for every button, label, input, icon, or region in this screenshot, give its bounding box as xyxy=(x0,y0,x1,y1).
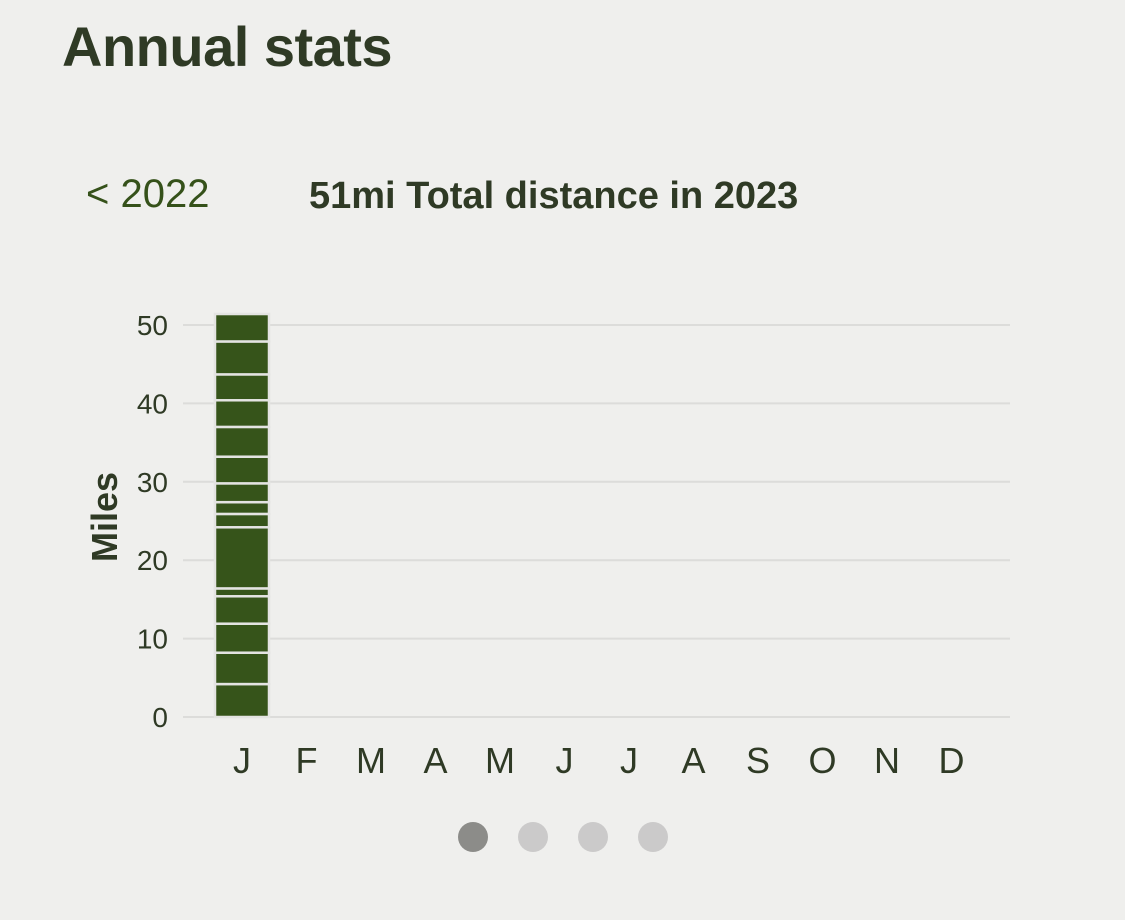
y-tick-label: 0 xyxy=(152,702,168,733)
x-tick-label: J xyxy=(233,740,251,781)
x-tick-label: M xyxy=(356,740,386,781)
page-dot-2[interactable] xyxy=(518,822,548,852)
page-dot-3[interactable] xyxy=(578,822,608,852)
x-tick-label: N xyxy=(874,740,900,781)
x-tick-label: J xyxy=(620,740,638,781)
y-tick-label: 20 xyxy=(137,545,168,576)
x-tick-label: D xyxy=(939,740,965,781)
x-tick-label: M xyxy=(485,740,515,781)
y-tick-label: 40 xyxy=(137,388,168,419)
bar-segment xyxy=(213,682,271,719)
bar-segment xyxy=(213,455,271,485)
bar-segment xyxy=(213,340,271,376)
bar-segment xyxy=(213,425,271,458)
bar-segment xyxy=(213,526,271,590)
x-tick-label: J xyxy=(556,740,574,781)
bar-segment xyxy=(213,595,271,625)
bar-segment xyxy=(213,651,271,686)
page-dot-1[interactable] xyxy=(458,822,488,852)
x-tick-label: A xyxy=(423,740,447,781)
y-tick-label: 50 xyxy=(137,310,168,341)
bar-segment xyxy=(213,312,271,343)
bar-segment xyxy=(213,399,271,429)
y-tick-label: 10 xyxy=(137,624,168,655)
y-axis-label: Miles xyxy=(84,472,125,562)
x-tick-label: O xyxy=(808,740,836,781)
x-tick-label: F xyxy=(296,740,318,781)
previous-year-link[interactable]: < 2022 xyxy=(86,172,210,216)
bar-segment xyxy=(213,622,271,654)
bar-month-0[interactable] xyxy=(213,312,271,719)
x-tick-label: S xyxy=(746,740,770,781)
bar-segment xyxy=(213,482,271,504)
bar-segment xyxy=(213,512,271,529)
y-tick-label: 30 xyxy=(137,467,168,498)
x-tick-label: A xyxy=(681,740,705,781)
page-indicator xyxy=(458,822,668,852)
page-title: Annual stats xyxy=(62,15,393,78)
bar-segment xyxy=(213,373,271,402)
page-dot-4[interactable] xyxy=(638,822,668,852)
bar-segment xyxy=(213,500,271,516)
chart-title: 51mi Total distance in 2023 xyxy=(309,175,799,217)
